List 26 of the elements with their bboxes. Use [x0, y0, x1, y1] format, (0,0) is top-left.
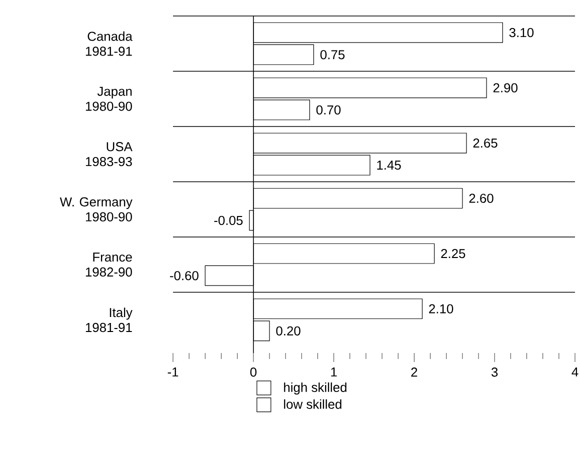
data-label: 2.65	[473, 138, 498, 148]
data-label: -0.60	[170, 271, 198, 280]
x-tick-label: 4	[572, 368, 578, 376]
legend-label: high skilled	[284, 382, 346, 395]
data-label: 1.45	[377, 160, 401, 170]
data-label: 0.70	[316, 105, 341, 115]
y-tick-label: Italy 1981-91	[86, 308, 132, 332]
x-tick-label: 1	[331, 368, 337, 376]
y-tick-label: Canada 1981-91	[86, 31, 132, 56]
data-label: -0.05	[214, 216, 243, 225]
y-tick-label: USA 1983-93	[86, 142, 132, 166]
y-tick-label: W. Germany 1980-90	[60, 197, 132, 222]
x-tick-label: -1	[168, 368, 178, 376]
y-tick-label: Japan 1980-90	[86, 86, 132, 111]
data-label: 2.10	[429, 304, 454, 314]
data-label: 0.75	[320, 50, 345, 60]
x-tick-label: 0	[250, 368, 256, 377]
x-tick-label: 3	[491, 368, 498, 377]
data-label: 2.60	[469, 194, 494, 203]
y-tick-label: France 1982-90	[86, 252, 132, 277]
legend-label: low skilled	[284, 399, 342, 409]
data-label: 2.90	[493, 83, 518, 92]
data-label: 2.25	[441, 248, 466, 258]
x-tick-label: 2	[411, 368, 418, 377]
data-label: 3.10	[509, 28, 534, 38]
data-label: 0.20	[276, 326, 300, 336]
